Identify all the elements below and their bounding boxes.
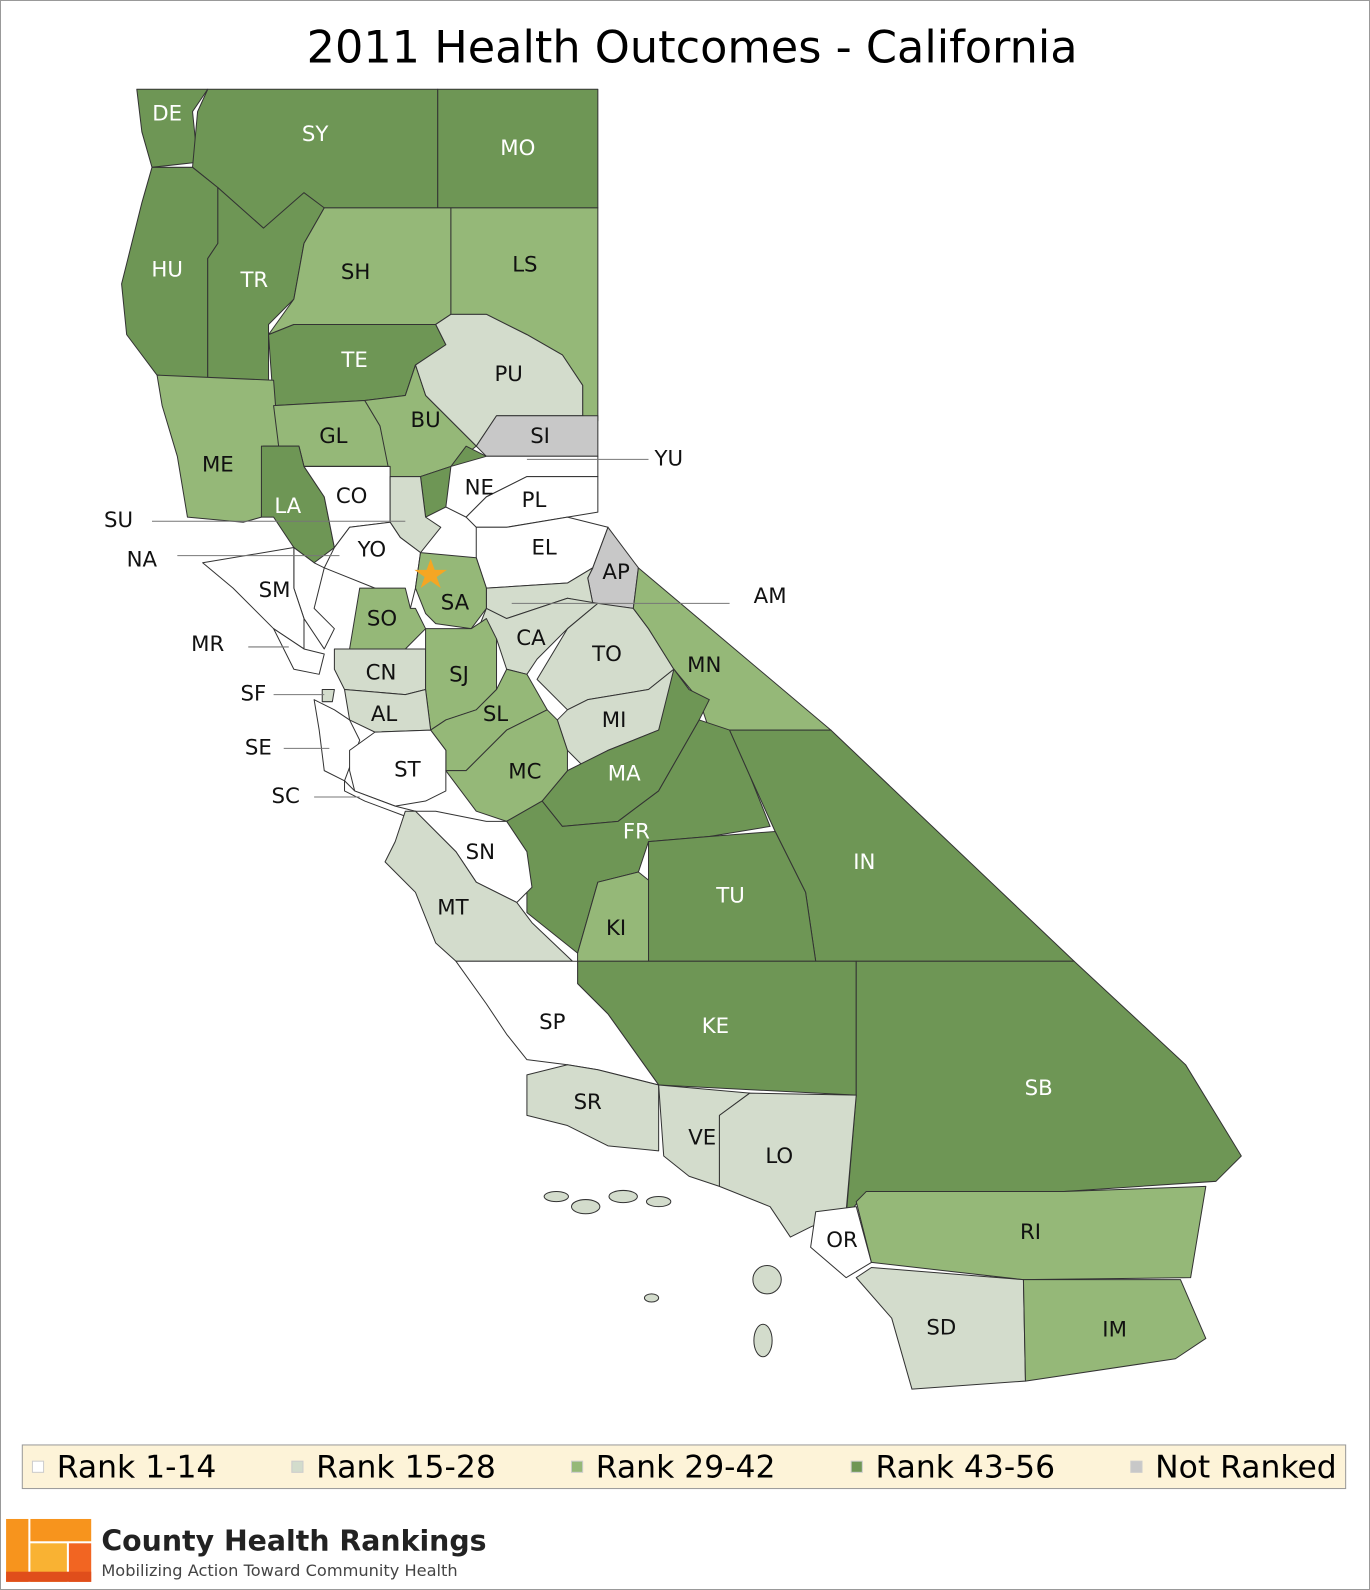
- county: [202, 547, 305, 650]
- county-label: TO: [591, 642, 622, 667]
- county: [855, 1185, 1207, 1281]
- county-label: VE: [688, 1126, 716, 1151]
- county-label: KI: [606, 916, 626, 941]
- county: [207, 187, 325, 381]
- county-label: IN: [853, 850, 875, 875]
- county-label: GL: [319, 424, 347, 449]
- county: [273, 628, 325, 675]
- county-label: NE: [465, 476, 494, 501]
- county-label: MI: [602, 708, 627, 733]
- islands: [543, 1189, 782, 1358]
- county: [632, 567, 832, 731]
- county-label: SA: [441, 590, 470, 615]
- county-label: MT: [437, 896, 469, 921]
- county-label: FR: [623, 819, 650, 844]
- county-labels: DE SY MO HU TR SH LS TE PU ME GL BU SI YU NE PL LA CO SU EL…: [104, 102, 1127, 1343]
- county-label: OR: [826, 1228, 858, 1253]
- county-label: ST: [394, 758, 421, 783]
- logo-name: County Health Rankings: [101, 1524, 486, 1557]
- county: [506, 719, 771, 954]
- county-label: YU: [654, 446, 684, 471]
- county-label: SM: [259, 578, 291, 603]
- county-label: MO: [500, 136, 535, 161]
- county-label: AL: [371, 702, 398, 727]
- county-label: SO: [367, 607, 397, 632]
- county-label: MN: [687, 653, 721, 678]
- county-label: BU: [411, 408, 441, 433]
- county-label: SL: [483, 702, 508, 727]
- legend-swatch: [570, 1460, 584, 1473]
- county-label: EL: [531, 536, 556, 561]
- leader-lines: [151, 458, 730, 798]
- county: [445, 709, 568, 822]
- county-label: SY: [302, 122, 329, 147]
- legend-label: Rank 43-56: [875, 1449, 1055, 1485]
- county-label: TU: [715, 883, 745, 908]
- county-label: TE: [340, 348, 367, 373]
- capital-star: [414, 558, 447, 589]
- logo-tagline: Mobilizing Action Toward Community Healt…: [101, 1561, 457, 1580]
- title: 2011 Health Outcomes - California: [307, 22, 1078, 74]
- county: [526, 1064, 660, 1152]
- county: [1022, 1279, 1207, 1382]
- county-label: IM: [1102, 1317, 1127, 1342]
- county-label: SP: [539, 1010, 565, 1035]
- county: [718, 1092, 857, 1238]
- county-label: NA: [127, 548, 158, 573]
- county-label: LO: [765, 1144, 793, 1169]
- county: [810, 1206, 872, 1279]
- county-label: SN: [466, 840, 495, 865]
- legend-swatch: [291, 1460, 304, 1473]
- county-label: SE: [245, 735, 272, 760]
- county-label: ME: [202, 452, 234, 477]
- county-label: MA: [608, 762, 641, 787]
- county: [321, 689, 335, 703]
- county-label: LS: [512, 253, 537, 278]
- legend-swatch: [1130, 1460, 1143, 1473]
- content: 2011 Health Outcomes - California DE SY MO…: [6, 22, 1347, 1582]
- legend-label: Rank 15-28: [316, 1449, 496, 1485]
- county-label: SC: [272, 784, 300, 809]
- legend-label: Not Ranked: [1155, 1449, 1337, 1485]
- legend-label: Rank 1-14: [57, 1449, 217, 1485]
- legend-label: Rank 29-42: [596, 1449, 776, 1485]
- county-label: RI: [1020, 1220, 1041, 1245]
- legend-swatch: [31, 1460, 45, 1473]
- county-label: MC: [508, 760, 541, 785]
- county-label: HU: [151, 258, 183, 283]
- county-label: SD: [926, 1315, 956, 1340]
- legend: Rank 1-14 Rank 15-28 Rank 29-42 Rank 43-56 N…: [31, 1449, 1337, 1485]
- county-label: PL: [522, 488, 547, 513]
- county-label: CO: [336, 484, 368, 509]
- county-label: SU: [104, 508, 133, 533]
- county-label: SB: [1025, 1076, 1053, 1101]
- county-label: SI: [530, 424, 550, 449]
- legend-swatch: [850, 1460, 863, 1473]
- county-label: DE: [152, 102, 182, 127]
- county-label: AP: [602, 560, 630, 585]
- county: [349, 729, 447, 807]
- county-label: SH: [341, 260, 370, 285]
- county-label: CN: [366, 660, 397, 685]
- county-label: AM: [754, 584, 787, 609]
- logo: County Health Rankings Mobilizing Action…: [6, 1518, 487, 1582]
- counties: [121, 88, 1242, 1390]
- county-label: KE: [702, 1014, 729, 1039]
- county-label: TR: [239, 268, 268, 293]
- county-label: SF: [240, 682, 266, 707]
- county-label: YO: [357, 538, 387, 563]
- county-label: PU: [494, 362, 522, 387]
- county-label: LA: [274, 494, 301, 519]
- county-label: MR: [191, 632, 224, 657]
- county-label: SJ: [449, 662, 469, 687]
- legend-box: [21, 1444, 1347, 1490]
- county-label: CA: [516, 626, 546, 651]
- county-label: SR: [574, 1090, 602, 1115]
